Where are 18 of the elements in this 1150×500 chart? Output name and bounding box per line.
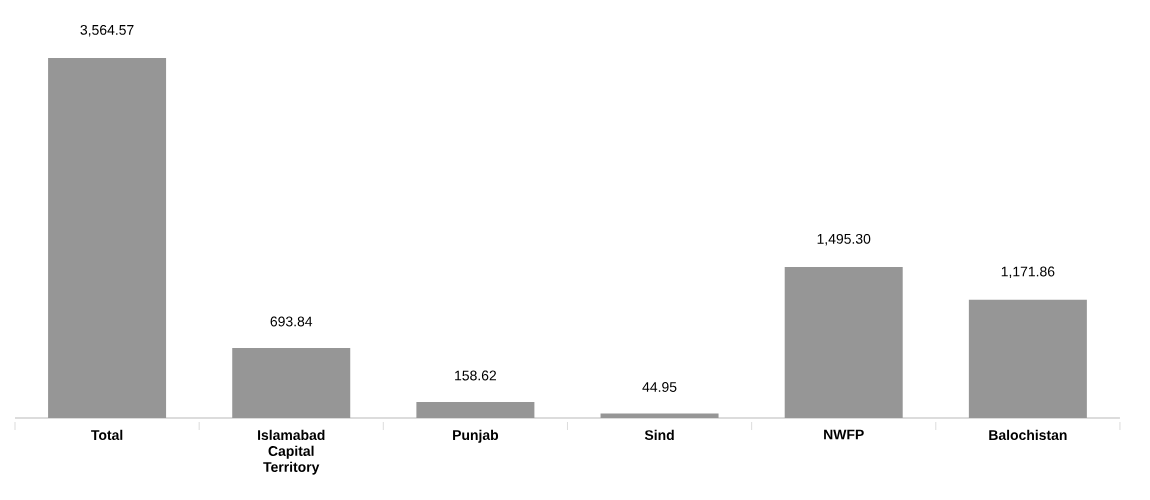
data-label: 3,564.57 <box>80 24 134 37</box>
x-tick-label: Islamabad Capital Territory <box>258 429 325 475</box>
data-label: 1,171.86 <box>1001 266 1055 279</box>
bar <box>416 401 535 418</box>
data-label: 44.95 <box>642 382 677 392</box>
bar <box>784 266 903 418</box>
x-tick-label: NWFP <box>824 429 864 440</box>
x-tick-label: Balochistan <box>989 429 1067 441</box>
data-label: 1,495.30 <box>817 233 871 246</box>
data-label: 693.84 <box>270 316 313 327</box>
bar <box>232 347 351 418</box>
bar <box>48 57 167 418</box>
x-tick-label: Sind <box>644 429 674 441</box>
x-tick-label: Total <box>91 429 123 441</box>
data-label: 158.62 <box>455 370 497 381</box>
x-tick-label: Punjab <box>453 429 499 443</box>
bar <box>968 299 1087 418</box>
bar <box>600 413 719 418</box>
